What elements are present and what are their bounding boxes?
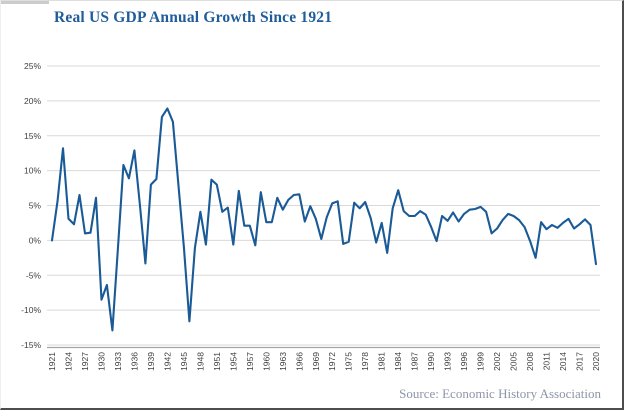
chart-title: Real US GDP Annual Growth Since 1921 bbox=[54, 9, 333, 26]
x-tick-label: 1963 bbox=[278, 352, 288, 371]
y-tick-label: 10% bbox=[24, 166, 41, 176]
x-tick-label: 1975 bbox=[344, 352, 354, 371]
x-tick-label: 1954 bbox=[228, 352, 238, 371]
x-tick-label: 1939 bbox=[146, 352, 156, 371]
x-tick-label: 1927 bbox=[80, 352, 90, 371]
y-tick-label: -15% bbox=[21, 340, 41, 350]
x-tick-label: 1981 bbox=[377, 352, 387, 371]
x-tick-label: 1942 bbox=[162, 352, 172, 371]
x-tick-label: 2017 bbox=[575, 352, 585, 371]
x-tick-label: 1984 bbox=[393, 352, 403, 371]
gdp-growth-line bbox=[50, 107, 598, 332]
x-tick-label: 1990 bbox=[426, 352, 436, 371]
x-tick-label: 1957 bbox=[245, 352, 255, 371]
x-tick-label: 1993 bbox=[443, 352, 453, 371]
x-tick-label: 1930 bbox=[96, 352, 106, 371]
x-tick-label: 1972 bbox=[327, 352, 337, 371]
x-tick-label: 1933 bbox=[113, 352, 123, 371]
x-tick-label: 2011 bbox=[542, 352, 552, 371]
screen-edge-artifact bbox=[1, 1, 49, 4]
x-tick-label: 1924 bbox=[63, 352, 73, 371]
x-tick-label: 2008 bbox=[525, 352, 535, 371]
x-tick-label: 1960 bbox=[261, 352, 271, 371]
y-tick-label: 20% bbox=[24, 96, 41, 106]
x-tick-label: 1996 bbox=[459, 352, 469, 371]
x-tick-label: 1951 bbox=[212, 352, 222, 371]
x-tick-label: 1966 bbox=[294, 352, 304, 371]
x-tick-label: 1999 bbox=[476, 352, 486, 371]
x-tick-label: 2005 bbox=[509, 352, 519, 371]
y-tick-label: -10% bbox=[21, 305, 41, 315]
x-tick-label: 1921 bbox=[47, 352, 57, 371]
y-tick-label: -5% bbox=[26, 270, 42, 280]
x-tick-label: 1945 bbox=[179, 352, 189, 371]
x-tick-label: 1969 bbox=[311, 352, 321, 371]
y-tick-label: 25% bbox=[24, 61, 41, 71]
x-tick-label: 2020 bbox=[591, 352, 601, 371]
y-tick-label: 0% bbox=[29, 235, 42, 245]
x-tick-label: 1948 bbox=[195, 352, 205, 371]
x-tick-label: 2014 bbox=[558, 352, 568, 371]
y-tick-label: 5% bbox=[29, 201, 42, 211]
y-tick-label: 15% bbox=[24, 131, 41, 141]
x-tick-label: 2002 bbox=[492, 352, 502, 371]
x-tick-label: 1978 bbox=[360, 352, 370, 371]
x-tick-label: 1987 bbox=[410, 352, 420, 371]
x-tick-label: 1936 bbox=[129, 352, 139, 371]
source-caption: Source: Economic History Association bbox=[399, 386, 601, 401]
